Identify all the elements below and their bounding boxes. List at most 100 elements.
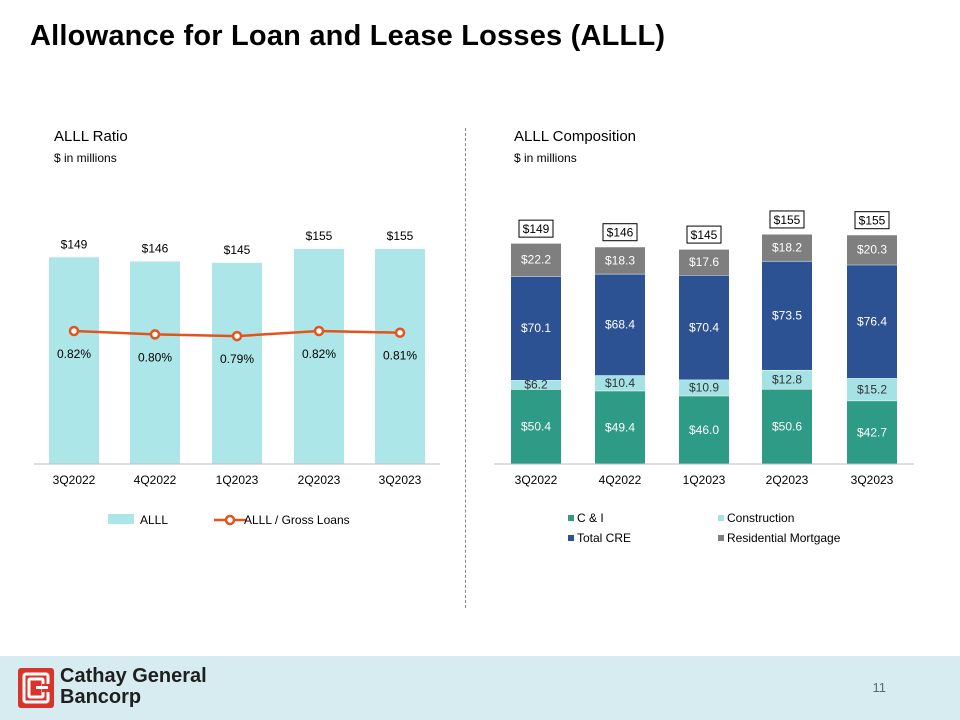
legend-ratio-marker bbox=[224, 514, 236, 526]
composition-segment-label: $18.2 bbox=[772, 240, 802, 254]
composition-segment bbox=[762, 369, 812, 389]
composition-segment-label: $50.6 bbox=[772, 419, 802, 433]
composition-segment-label: $17.6 bbox=[689, 255, 719, 269]
alll-bar-label: $149 bbox=[61, 237, 88, 251]
composition-segment bbox=[679, 379, 729, 396]
composition-segment bbox=[595, 246, 645, 274]
composition-segment-label: $49.4 bbox=[605, 420, 635, 434]
composition-segment-label: $10.4 bbox=[605, 376, 635, 390]
composition-segment bbox=[847, 400, 897, 464]
ratio-point-label: 0.82% bbox=[57, 347, 91, 361]
alll-bar-label: $155 bbox=[387, 229, 414, 243]
composition-segment bbox=[595, 375, 645, 391]
composition-x-tick-label: 2Q2023 bbox=[766, 473, 809, 487]
composition-total-label: $146 bbox=[607, 226, 634, 240]
ratio-point bbox=[394, 327, 406, 338]
composition-legend-swatch bbox=[718, 535, 724, 541]
composition-segment-label: $73.5 bbox=[772, 308, 802, 322]
composition-segment-label: $15.2 bbox=[857, 382, 887, 396]
composition-x-tick-label: 4Q2022 bbox=[599, 473, 642, 487]
composition-segment bbox=[847, 264, 897, 379]
ratio-point-label: 0.81% bbox=[383, 349, 417, 363]
page-title: Allowance for Loan and Lease Losses (ALL… bbox=[30, 20, 666, 52]
ratio-x-tick-label: 2Q2023 bbox=[298, 473, 341, 487]
ratio-chart-subtitle: $ in millions bbox=[54, 151, 117, 165]
legend-alll-label: ALLL bbox=[140, 513, 168, 527]
composition-total-box bbox=[518, 219, 554, 238]
composition-segment-label: $42.7 bbox=[857, 425, 887, 439]
company-name-line1: Cathay General bbox=[60, 665, 207, 687]
composition-segment bbox=[679, 249, 729, 276]
composition-segment-label: $70.4 bbox=[689, 320, 719, 334]
composition-total-label: $155 bbox=[859, 214, 886, 228]
composition-segment-label: $76.4 bbox=[857, 314, 887, 328]
composition-total-box bbox=[686, 225, 722, 244]
company-name: Cathay General Bancorp bbox=[60, 666, 207, 708]
alll-bar bbox=[375, 248, 425, 464]
composition-x-tick-label: 3Q2022 bbox=[515, 473, 558, 487]
cathay-logo-icon bbox=[18, 668, 54, 708]
composition-segment bbox=[847, 378, 897, 401]
composition-chart-subtitle: $ in millions bbox=[514, 151, 577, 165]
legend-alll-swatch bbox=[108, 514, 134, 524]
composition-segment-label: $22.2 bbox=[521, 253, 551, 267]
composition-total-box bbox=[854, 211, 890, 230]
composition-legend-swatch bbox=[568, 515, 574, 521]
composition-segment bbox=[762, 260, 812, 370]
panel-divider bbox=[465, 128, 466, 608]
composition-total-label: $155 bbox=[774, 213, 801, 227]
alll-bar-label: $155 bbox=[306, 229, 333, 243]
ratio-point bbox=[149, 329, 161, 340]
composition-x-tick-label: 3Q2023 bbox=[851, 473, 894, 487]
alll-bar-label: $146 bbox=[142, 241, 169, 255]
ratio-x-tick-label: 3Q2022 bbox=[53, 473, 96, 487]
composition-segment bbox=[762, 388, 812, 464]
footer-band: Cathay General Bancorp 11 bbox=[0, 656, 960, 720]
ratio-point-label: 0.79% bbox=[220, 352, 254, 366]
composition-legend-label: Residential Mortgage bbox=[727, 531, 841, 545]
company-logo: Cathay General Bancorp bbox=[18, 666, 218, 712]
alll-bar bbox=[49, 257, 99, 464]
ratio-chart-title: ALLL Ratio bbox=[54, 128, 128, 145]
composition-segment-label: $70.1 bbox=[521, 321, 551, 335]
composition-legend-label: Total CRE bbox=[577, 531, 631, 545]
ratio-point bbox=[68, 325, 80, 337]
composition-segment bbox=[847, 234, 897, 265]
composition-segment bbox=[511, 389, 561, 464]
ratio-point bbox=[231, 330, 243, 342]
company-name-line2: Bancorp bbox=[60, 686, 142, 708]
composition-segment bbox=[762, 233, 812, 261]
composition-chart-title: ALLL Composition bbox=[514, 128, 637, 145]
composition-segment bbox=[511, 276, 561, 381]
composition-segment-label: $50.4 bbox=[521, 420, 551, 434]
composition-segment bbox=[595, 390, 645, 464]
composition-segment-label: $10.9 bbox=[689, 381, 719, 395]
composition-total-box bbox=[769, 210, 805, 229]
alll-bar-label: $145 bbox=[224, 243, 251, 257]
alll-bar bbox=[212, 262, 262, 464]
composition-segment bbox=[679, 275, 729, 380]
composition-total-label: $145 bbox=[691, 228, 718, 242]
ratio-point-label: 0.80% bbox=[138, 350, 172, 364]
composition-segment-label: $18.3 bbox=[605, 253, 635, 267]
composition-segment-label: $6.2 bbox=[524, 378, 548, 392]
composition-legend-swatch bbox=[568, 535, 574, 541]
ratio-x-tick-label: 1Q2023 bbox=[216, 473, 259, 487]
composition-total-label: $149 bbox=[523, 222, 550, 236]
composition-segment bbox=[511, 380, 561, 390]
composition-segment-label: $68.4 bbox=[605, 318, 635, 332]
composition-segment bbox=[511, 243, 561, 277]
page-number: 11 bbox=[872, 680, 887, 695]
composition-legend-label: Construction bbox=[727, 511, 794, 525]
ratio-point-label: 0.82% bbox=[302, 347, 336, 361]
composition-segment bbox=[679, 395, 729, 464]
composition-total-box bbox=[602, 223, 638, 242]
ratio-x-tick-label: 4Q2022 bbox=[134, 473, 177, 487]
ratio-point bbox=[313, 325, 325, 337]
composition-legend-label: C & I bbox=[577, 511, 604, 525]
alll-bar bbox=[130, 261, 180, 464]
composition-segment bbox=[595, 273, 645, 376]
composition-segment-label: $12.8 bbox=[772, 372, 802, 386]
composition-x-tick-label: 1Q2023 bbox=[683, 473, 726, 487]
charts-canvas: $149 $146 $145 $155 $155 0.82% 0.80% 0.79% 0.82%… bbox=[34, 210, 914, 545]
